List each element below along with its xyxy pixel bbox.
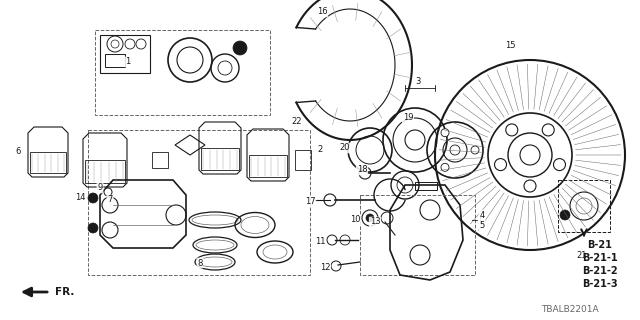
Bar [30,152,66,173]
Bar [558,180,610,232]
Text: 17: 17 [305,197,316,206]
Text: 5: 5 [479,220,484,229]
Circle shape [506,124,518,136]
Text: 19: 19 [403,114,413,123]
Text: 8: 8 [197,259,203,268]
Text: 7: 7 [108,196,113,204]
Text: B-21-3: B-21-3 [582,279,618,289]
Text: 16: 16 [317,7,327,17]
Circle shape [441,163,449,171]
Circle shape [104,188,112,196]
Bar [100,35,150,73]
Circle shape [125,39,135,49]
Circle shape [88,223,98,233]
Text: 20: 20 [340,143,350,153]
Text: B-21: B-21 [588,240,612,250]
Text: 1: 1 [125,58,131,67]
Circle shape [366,214,374,222]
Bar [295,150,311,170]
Bar [249,155,287,177]
Text: TBALB2201A: TBALB2201A [541,306,599,315]
Text: 18: 18 [356,165,367,174]
Bar [152,152,168,168]
Circle shape [471,146,479,154]
Circle shape [441,129,449,137]
Circle shape [560,210,570,220]
Bar [85,160,125,183]
Circle shape [495,159,506,171]
Circle shape [88,193,98,203]
Text: 6: 6 [15,148,20,156]
Text: 2: 2 [317,146,323,155]
Text: B-21-1: B-21-1 [582,253,618,263]
Circle shape [520,145,540,165]
Text: FR.: FR. [55,287,74,297]
Circle shape [542,124,554,136]
Text: 12: 12 [320,263,330,273]
Text: 9: 9 [97,183,102,193]
Text: 14: 14 [75,194,85,203]
Text: 11: 11 [315,237,325,246]
Circle shape [420,200,440,220]
Circle shape [450,145,460,155]
Bar [201,148,239,170]
Text: 3: 3 [415,77,420,86]
Text: 10: 10 [349,215,360,225]
Circle shape [136,39,146,49]
Circle shape [410,245,430,265]
Text: 15: 15 [505,41,515,50]
Circle shape [233,41,247,55]
Circle shape [362,210,378,226]
Text: 13: 13 [370,218,380,227]
Bar [415,182,437,190]
Circle shape [524,180,536,192]
Text: 21: 21 [577,251,588,260]
Circle shape [554,159,566,171]
Text: 4: 4 [479,211,484,220]
Bar [105,54,125,67]
Circle shape [340,235,350,245]
Text: B-21-2: B-21-2 [582,266,618,276]
Text: 22: 22 [292,117,302,126]
